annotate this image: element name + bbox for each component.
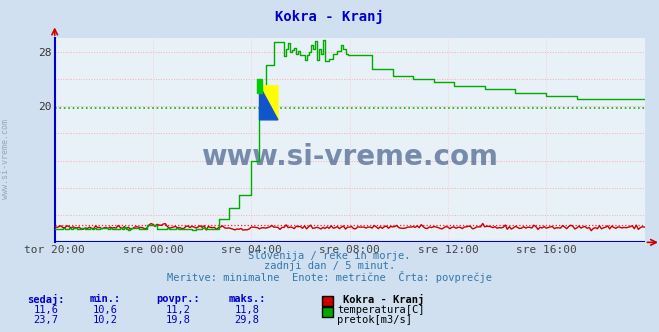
Text: www.si-vreme.com: www.si-vreme.com: [201, 143, 498, 171]
Text: povpr.:: povpr.:: [156, 294, 200, 304]
Text: 10,6: 10,6: [93, 305, 118, 315]
Text: 11,8: 11,8: [235, 305, 260, 315]
Text: pretok[m3/s]: pretok[m3/s]: [337, 315, 413, 325]
Text: Slovenija / reke in morje.: Slovenija / reke in morje.: [248, 251, 411, 261]
Polygon shape: [258, 79, 262, 93]
Text: 23,7: 23,7: [34, 315, 59, 325]
Text: Kokra - Kranj: Kokra - Kranj: [343, 294, 424, 305]
Text: 19,8: 19,8: [165, 315, 190, 325]
Text: 11,2: 11,2: [165, 305, 190, 315]
Text: www.si-vreme.com: www.si-vreme.com: [1, 120, 10, 199]
Text: zadnji dan / 5 minut.: zadnji dan / 5 minut.: [264, 261, 395, 271]
Text: min.:: min.:: [90, 294, 121, 304]
Text: Kokra - Kranj: Kokra - Kranj: [275, 10, 384, 24]
Text: 10,2: 10,2: [93, 315, 118, 325]
Text: Meritve: minimalne  Enote: metrične  Črta: povprečje: Meritve: minimalne Enote: metrične Črta:…: [167, 271, 492, 283]
Polygon shape: [260, 86, 278, 120]
Text: sedaj:: sedaj:: [28, 294, 65, 305]
Polygon shape: [260, 86, 278, 120]
Text: maks.:: maks.:: [229, 294, 266, 304]
Text: 11,6: 11,6: [34, 305, 59, 315]
Text: 29,8: 29,8: [235, 315, 260, 325]
Text: temperatura[C]: temperatura[C]: [337, 305, 425, 315]
